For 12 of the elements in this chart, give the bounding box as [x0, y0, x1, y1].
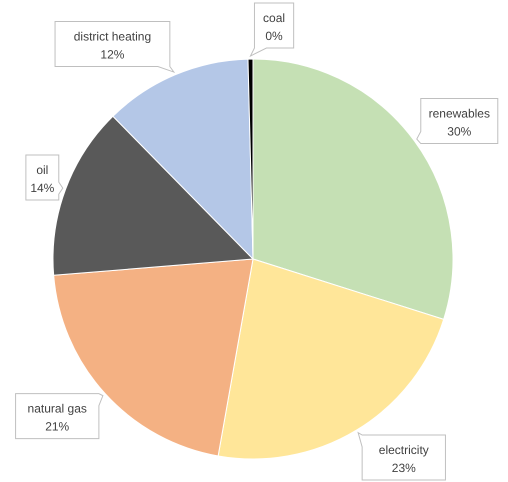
data-label: 14%	[30, 180, 55, 195]
slice-label: renewables	[428, 106, 490, 121]
data-label: 12%	[100, 47, 125, 62]
data-label: 30%	[447, 124, 472, 139]
slice-label: natural gas	[28, 402, 87, 416]
slice-label: electricity	[378, 443, 429, 457]
slice-label: oil	[36, 162, 48, 177]
data-label: 21%	[45, 420, 70, 434]
slice-label: district heating	[74, 29, 152, 44]
data-label: 23%	[392, 461, 416, 475]
data-label: 0%	[265, 29, 284, 44]
slice-label: coal	[263, 11, 286, 26]
